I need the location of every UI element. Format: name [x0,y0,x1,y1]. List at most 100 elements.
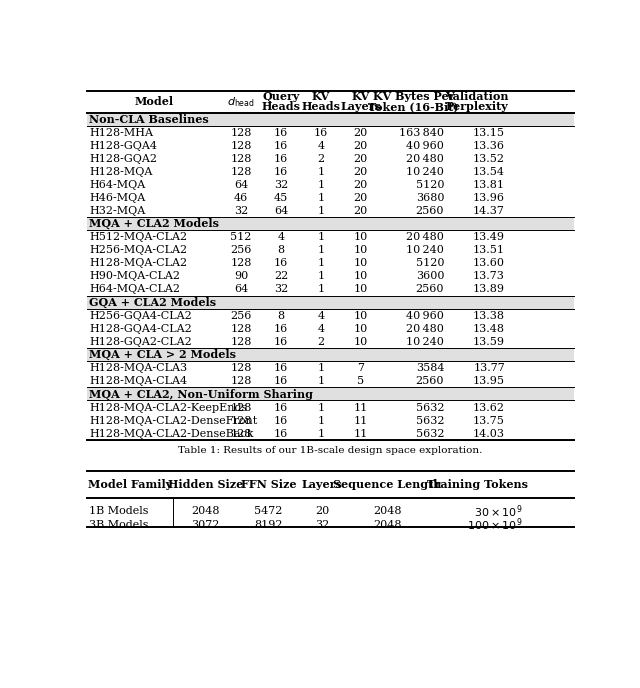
Text: 10: 10 [353,323,368,334]
Text: 13.15: 13.15 [473,128,505,138]
Text: 5632: 5632 [416,429,444,438]
Text: 16: 16 [274,154,288,164]
Text: 1: 1 [317,376,324,386]
Text: 16: 16 [274,166,288,177]
Text: 16: 16 [274,128,288,138]
Text: H128-MQA-CLA2-DenseBack: H128-MQA-CLA2-DenseBack [90,429,254,438]
Text: 1: 1 [317,363,324,373]
Text: 64: 64 [274,206,288,216]
Text: 1: 1 [317,402,324,413]
Text: 46: 46 [234,193,248,203]
FancyBboxPatch shape [88,113,573,126]
Text: 4: 4 [317,323,324,334]
Text: Heads: Heads [261,101,300,112]
Text: 2048: 2048 [191,506,220,517]
Text: H128-GQA2: H128-GQA2 [90,154,157,164]
Text: Validation: Validation [445,91,508,102]
Text: 128: 128 [230,323,252,334]
Text: 4: 4 [277,233,284,242]
Text: Layers: Layers [340,101,381,112]
Text: 16: 16 [274,402,288,413]
Text: 2048: 2048 [373,520,402,530]
Text: 2048: 2048 [373,506,402,517]
Text: 10: 10 [353,245,368,255]
Text: 2560: 2560 [416,376,444,386]
Text: 128: 128 [230,141,252,151]
Text: 16: 16 [274,336,288,347]
Text: 1: 1 [317,245,324,255]
Text: 10: 10 [353,271,368,281]
Text: 32: 32 [274,284,288,294]
Text: H128-GQA2-CLA2: H128-GQA2-CLA2 [90,336,192,347]
Text: 20: 20 [353,206,368,216]
Text: Token (16-Bit): Token (16-Bit) [368,101,459,112]
Text: 22: 22 [274,271,288,281]
Text: 40 960: 40 960 [406,311,444,321]
Text: 13.54: 13.54 [473,166,505,177]
Text: H512-MQA-CLA2: H512-MQA-CLA2 [90,233,188,242]
Text: Heads: Heads [301,101,340,112]
Text: 10: 10 [353,336,368,347]
Text: 13.48: 13.48 [473,323,505,334]
Text: 20: 20 [353,193,368,203]
Text: 128: 128 [230,416,252,426]
Text: 2: 2 [317,336,324,347]
Text: 1: 1 [317,416,324,426]
Text: 13.38: 13.38 [473,311,505,321]
Text: 16: 16 [314,128,328,138]
Text: 32: 32 [274,180,288,190]
Text: 20: 20 [353,166,368,177]
Text: H128-MQA-CLA2-DenseFront: H128-MQA-CLA2-DenseFront [90,416,258,426]
Text: 10 240: 10 240 [406,166,444,177]
Text: 45: 45 [274,193,288,203]
Text: 20: 20 [315,506,329,517]
Text: 128: 128 [230,166,252,177]
Text: 4: 4 [317,141,324,151]
Text: 13.62: 13.62 [473,402,505,413]
Text: 1: 1 [317,193,324,203]
Text: 128: 128 [230,336,252,347]
Text: $30 \times 10^{9}$: $30 \times 10^{9}$ [474,503,523,520]
Text: H128-MQA-CLA3: H128-MQA-CLA3 [90,363,188,373]
Text: 256: 256 [230,311,252,321]
Text: 20: 20 [353,128,368,138]
Text: 2: 2 [317,154,324,164]
Text: 5632: 5632 [416,402,444,413]
Text: H90-MQA-CLA2: H90-MQA-CLA2 [90,271,180,281]
Text: 13.75: 13.75 [473,416,505,426]
Text: 1: 1 [317,206,324,216]
Text: Sequence Length: Sequence Length [333,480,442,491]
Text: 16: 16 [274,258,288,268]
Text: 1: 1 [317,258,324,268]
Text: 8192: 8192 [254,520,283,530]
Text: 14.37: 14.37 [473,206,505,216]
Text: 16: 16 [274,416,288,426]
Text: 128: 128 [230,154,252,164]
Text: 3680: 3680 [416,193,444,203]
Text: 11: 11 [353,416,368,426]
Text: 16: 16 [274,141,288,151]
Text: 1: 1 [317,429,324,438]
Text: H128-GQA4: H128-GQA4 [90,141,157,151]
Text: 90: 90 [234,271,248,281]
Text: Model Family: Model Family [88,480,172,491]
Text: 13.59: 13.59 [473,336,505,347]
Text: 128: 128 [230,376,252,386]
Text: 40 960: 40 960 [406,141,444,151]
Text: MQA + CLA2 Models: MQA + CLA2 Models [90,218,220,229]
Text: MQA + CLA > 2 Models: MQA + CLA > 2 Models [90,349,236,360]
Text: 10 240: 10 240 [406,336,444,347]
Text: 13.95: 13.95 [473,376,505,386]
Text: 2560: 2560 [416,284,444,294]
Text: 16: 16 [274,376,288,386]
Text: 10: 10 [353,258,368,268]
Text: 4: 4 [317,311,324,321]
Text: 8: 8 [277,245,284,255]
Text: 64: 64 [234,180,248,190]
Text: FFN Size: FFN Size [241,480,296,491]
Text: 32: 32 [315,520,329,530]
Text: 5120: 5120 [416,258,444,268]
Text: 1B Models: 1B Models [90,506,149,517]
Text: H128-MQA: H128-MQA [90,166,153,177]
Text: 5472: 5472 [254,506,283,517]
